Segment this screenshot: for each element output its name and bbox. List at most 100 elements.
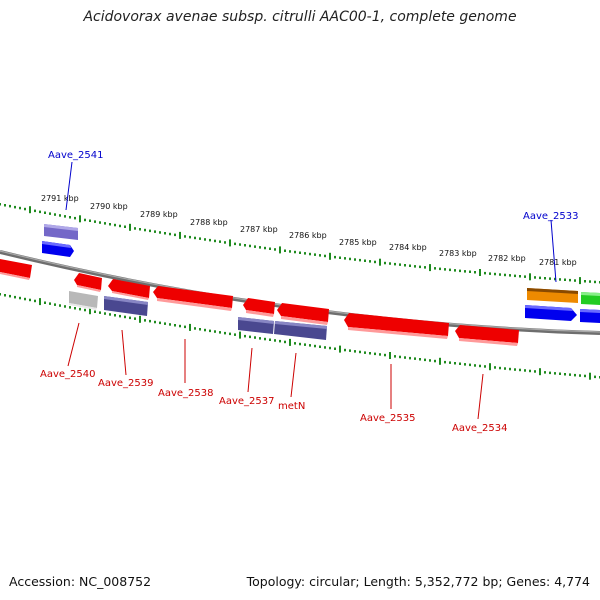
scale-minor-tick [404, 264, 406, 267]
scale-minor-tick [244, 334, 246, 338]
scale-minor-tick [299, 342, 301, 346]
scale-minor-tick [514, 274, 516, 278]
scale-minor-tick [489, 272, 491, 275]
scale-minor-tick [0, 293, 1, 296]
scale-minor-tick [364, 259, 366, 262]
scale-minor-tick [259, 246, 261, 249]
gene-aave-2534[interactable] [455, 325, 519, 346]
scale-minor-tick [564, 373, 566, 376]
gene-aave-2541[interactable] [44, 224, 78, 240]
scale-label: 2782 kbp [488, 254, 526, 263]
scale-major-tick [529, 273, 531, 281]
gene-label-aave-2540[interactable]: Aave_2540 [40, 369, 96, 380]
scale-minor-tick [164, 322, 166, 325]
scale-minor-tick [199, 328, 201, 331]
scale-minor-tick [504, 367, 506, 370]
scale-minor-tick [189, 235, 191, 239]
gene-reverse-red-2[interactable] [108, 279, 150, 300]
scale-minor-tick [304, 343, 306, 346]
scale-major-tick [489, 363, 491, 371]
scale-major-tick [129, 223, 131, 231]
scale-minor-tick [209, 329, 211, 333]
scale-minor-tick [424, 358, 426, 362]
scale-minor-tick [139, 228, 141, 231]
gene-forward-green[interactable] [581, 292, 600, 305]
scale-minor-tick [349, 349, 351, 352]
scale-minor-tick [594, 375, 596, 379]
scale-minor-tick [449, 268, 451, 272]
gene-label-aave-2541[interactable]: Aave_2541 [48, 150, 104, 161]
scale-minor-tick [54, 213, 56, 216]
scale-minor-tick [534, 276, 536, 279]
scale-minor-tick [44, 211, 46, 214]
gene-aave-2535[interactable] [344, 313, 449, 339]
scale-label: 2783 kbp [439, 249, 477, 258]
scale-minor-tick [89, 219, 91, 222]
scale-minor-tick [559, 278, 561, 281]
scale-minor-tick [249, 244, 251, 248]
scale-minor-tick [314, 253, 316, 256]
scale-major-tick [539, 368, 541, 376]
gene-aave-2537[interactable] [243, 298, 275, 317]
gene-label-aave-2539[interactable]: Aave_2539 [98, 378, 154, 389]
scale-minor-tick [379, 353, 381, 356]
scale-minor-tick [559, 372, 561, 375]
scale-minor-tick [94, 220, 96, 223]
gene-forward-blue-right[interactable] [525, 305, 577, 321]
gene-aave-2540[interactable] [69, 291, 98, 310]
scale-minor-tick [129, 316, 131, 320]
scale-minor-tick [319, 254, 321, 257]
gene-aave-2533[interactable] [527, 288, 578, 303]
scale-minor-tick [69, 216, 71, 219]
scale-minor-tick [159, 231, 161, 234]
scale-minor-tick [509, 274, 511, 277]
gene-label-aave-2534[interactable]: Aave_2534 [452, 423, 508, 434]
scale-minor-tick [244, 244, 246, 247]
gene-label-aave-2533[interactable]: Aave_2533 [523, 211, 579, 222]
scale-minor-tick [34, 299, 36, 303]
accession-text: Accession: NC_008752 [9, 574, 152, 589]
scale-minor-tick [519, 368, 521, 372]
scale-minor-tick [589, 280, 591, 283]
scale-minor-tick [104, 312, 106, 315]
gene-aave-2539[interactable] [104, 296, 148, 316]
scale-minor-tick [339, 256, 341, 259]
gene-label-aave-2535[interactable]: Aave_2535 [360, 413, 416, 424]
gene-label-aave-2537[interactable]: Aave_2537 [219, 396, 275, 407]
scale-minor-tick [184, 325, 186, 329]
scale-minor-tick [519, 275, 521, 278]
gene-reverse-slate-2[interactable] [274, 321, 327, 340]
scale-minor-tick [499, 366, 501, 370]
gene-forward-blue-edge[interactable] [580, 309, 600, 323]
gene-forward-blue-small[interactable] [42, 241, 74, 257]
gene-reverse-red-1[interactable] [74, 273, 102, 292]
scale-major-tick [139, 315, 141, 323]
scale-minor-tick [164, 232, 166, 235]
scale-minor-tick [74, 307, 76, 310]
gene-label-metn[interactable]: metN [278, 401, 305, 412]
scale-minor-tick [199, 237, 201, 240]
scale-minor-tick [224, 331, 226, 335]
scale-minor-tick [124, 315, 126, 319]
scale-minor-tick [454, 362, 456, 365]
scale-minor-tick [14, 295, 16, 299]
gene-reverse-left-edge[interactable] [0, 259, 32, 280]
scale-minor-tick [294, 342, 296, 345]
scale-minor-tick [414, 265, 416, 268]
scale-minor-tick [509, 367, 511, 371]
scale-minor-tick [274, 248, 276, 251]
scale-minor-tick [234, 242, 236, 246]
gene-aave-2538[interactable] [153, 286, 233, 311]
scale-minor-tick [564, 278, 566, 281]
scale-minor-tick [329, 346, 331, 350]
scale-minor-tick [354, 350, 356, 353]
scale-minor-tick [429, 359, 431, 362]
scale-minor-tick [499, 273, 501, 276]
scale-minor-tick [459, 362, 461, 365]
scale-label: 2786 kbp [289, 231, 327, 240]
gene-label-aave-2538[interactable]: Aave_2538 [158, 388, 214, 399]
reverse-gene-labels: Aave_2540 Aave_2539 Aave_2538 Aave_2537 … [40, 322, 508, 434]
gene-reverse-slate-1[interactable] [238, 317, 274, 334]
gene-metn[interactable] [277, 303, 329, 325]
